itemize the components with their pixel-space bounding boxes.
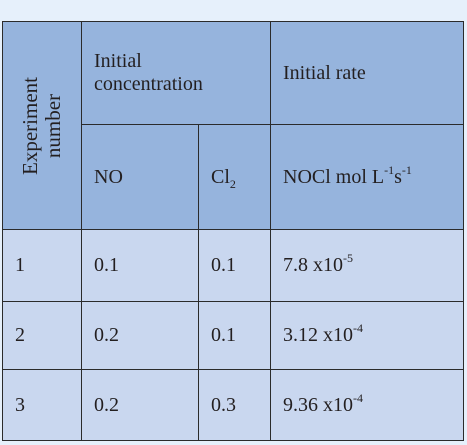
unit-base: NOCl mol L [283,165,385,188]
rate-base: 3.12 x10 [283,324,353,346]
experiment-label-line2: number [41,93,65,158]
table-row: 2 0.2 0.1 3.12 x10-4 [2,301,464,370]
initial-rate-label: Initial rate [283,61,366,84]
initial-concentration-line1: Initial [94,50,142,72]
experiment-cell: 2 [2,301,82,370]
rate-cell: 9.36 x10-4 [270,369,464,441]
initial-concentration-line2: concentration [94,73,203,95]
experiment-number-label: Experiment number [17,76,65,175]
unit-sup-l: -1 [384,162,395,177]
no-column-header: NO [81,124,199,230]
rate-cell: 3.12 x10-4 [270,301,464,370]
experiment-label-line1: Experiment [17,76,42,175]
cl2-cell: 0.3 [198,369,271,441]
experiment-cell: 1 [2,229,82,302]
table-row: 1 0.1 0.1 7.8 x10-5 [2,229,464,302]
rate-cell: 7.8 x10-5 [270,229,464,302]
unit-sup-s: -1 [401,162,412,177]
cl-subscript: 2 [229,176,236,191]
no-cell: 0.2 [81,369,199,441]
rate-exponent: -4 [353,390,363,405]
cl-label: Cl [211,165,230,188]
experiment-cell: 3 [2,369,82,441]
rate-exponent: -5 [343,251,353,265]
rate-exponent: -4 [353,321,363,335]
experiment-number-header: Experiment number [2,21,82,230]
unit-s: s [394,165,402,188]
initial-rate-header: Initial rate [270,21,464,125]
no-cell: 0.2 [81,301,199,370]
no-label: NO [94,165,123,188]
rate-base: 7.8 x10 [283,254,343,276]
table-row: 3 0.2 0.3 9.36 x10-4 [2,369,464,441]
rate-base: 9.36 x10 [283,393,353,416]
initial-concentration-header: Initial concentration [81,21,271,125]
rate-unit-header: NOCl mol L-1s-1 [270,124,464,230]
rate-data-table: Experiment number Initial concentration … [2,21,464,441]
no-cell: 0.1 [81,229,199,302]
cl2-cell: 0.1 [198,229,271,302]
cl2-column-header: Cl2 [198,124,271,230]
cl2-cell: 0.1 [198,301,271,370]
